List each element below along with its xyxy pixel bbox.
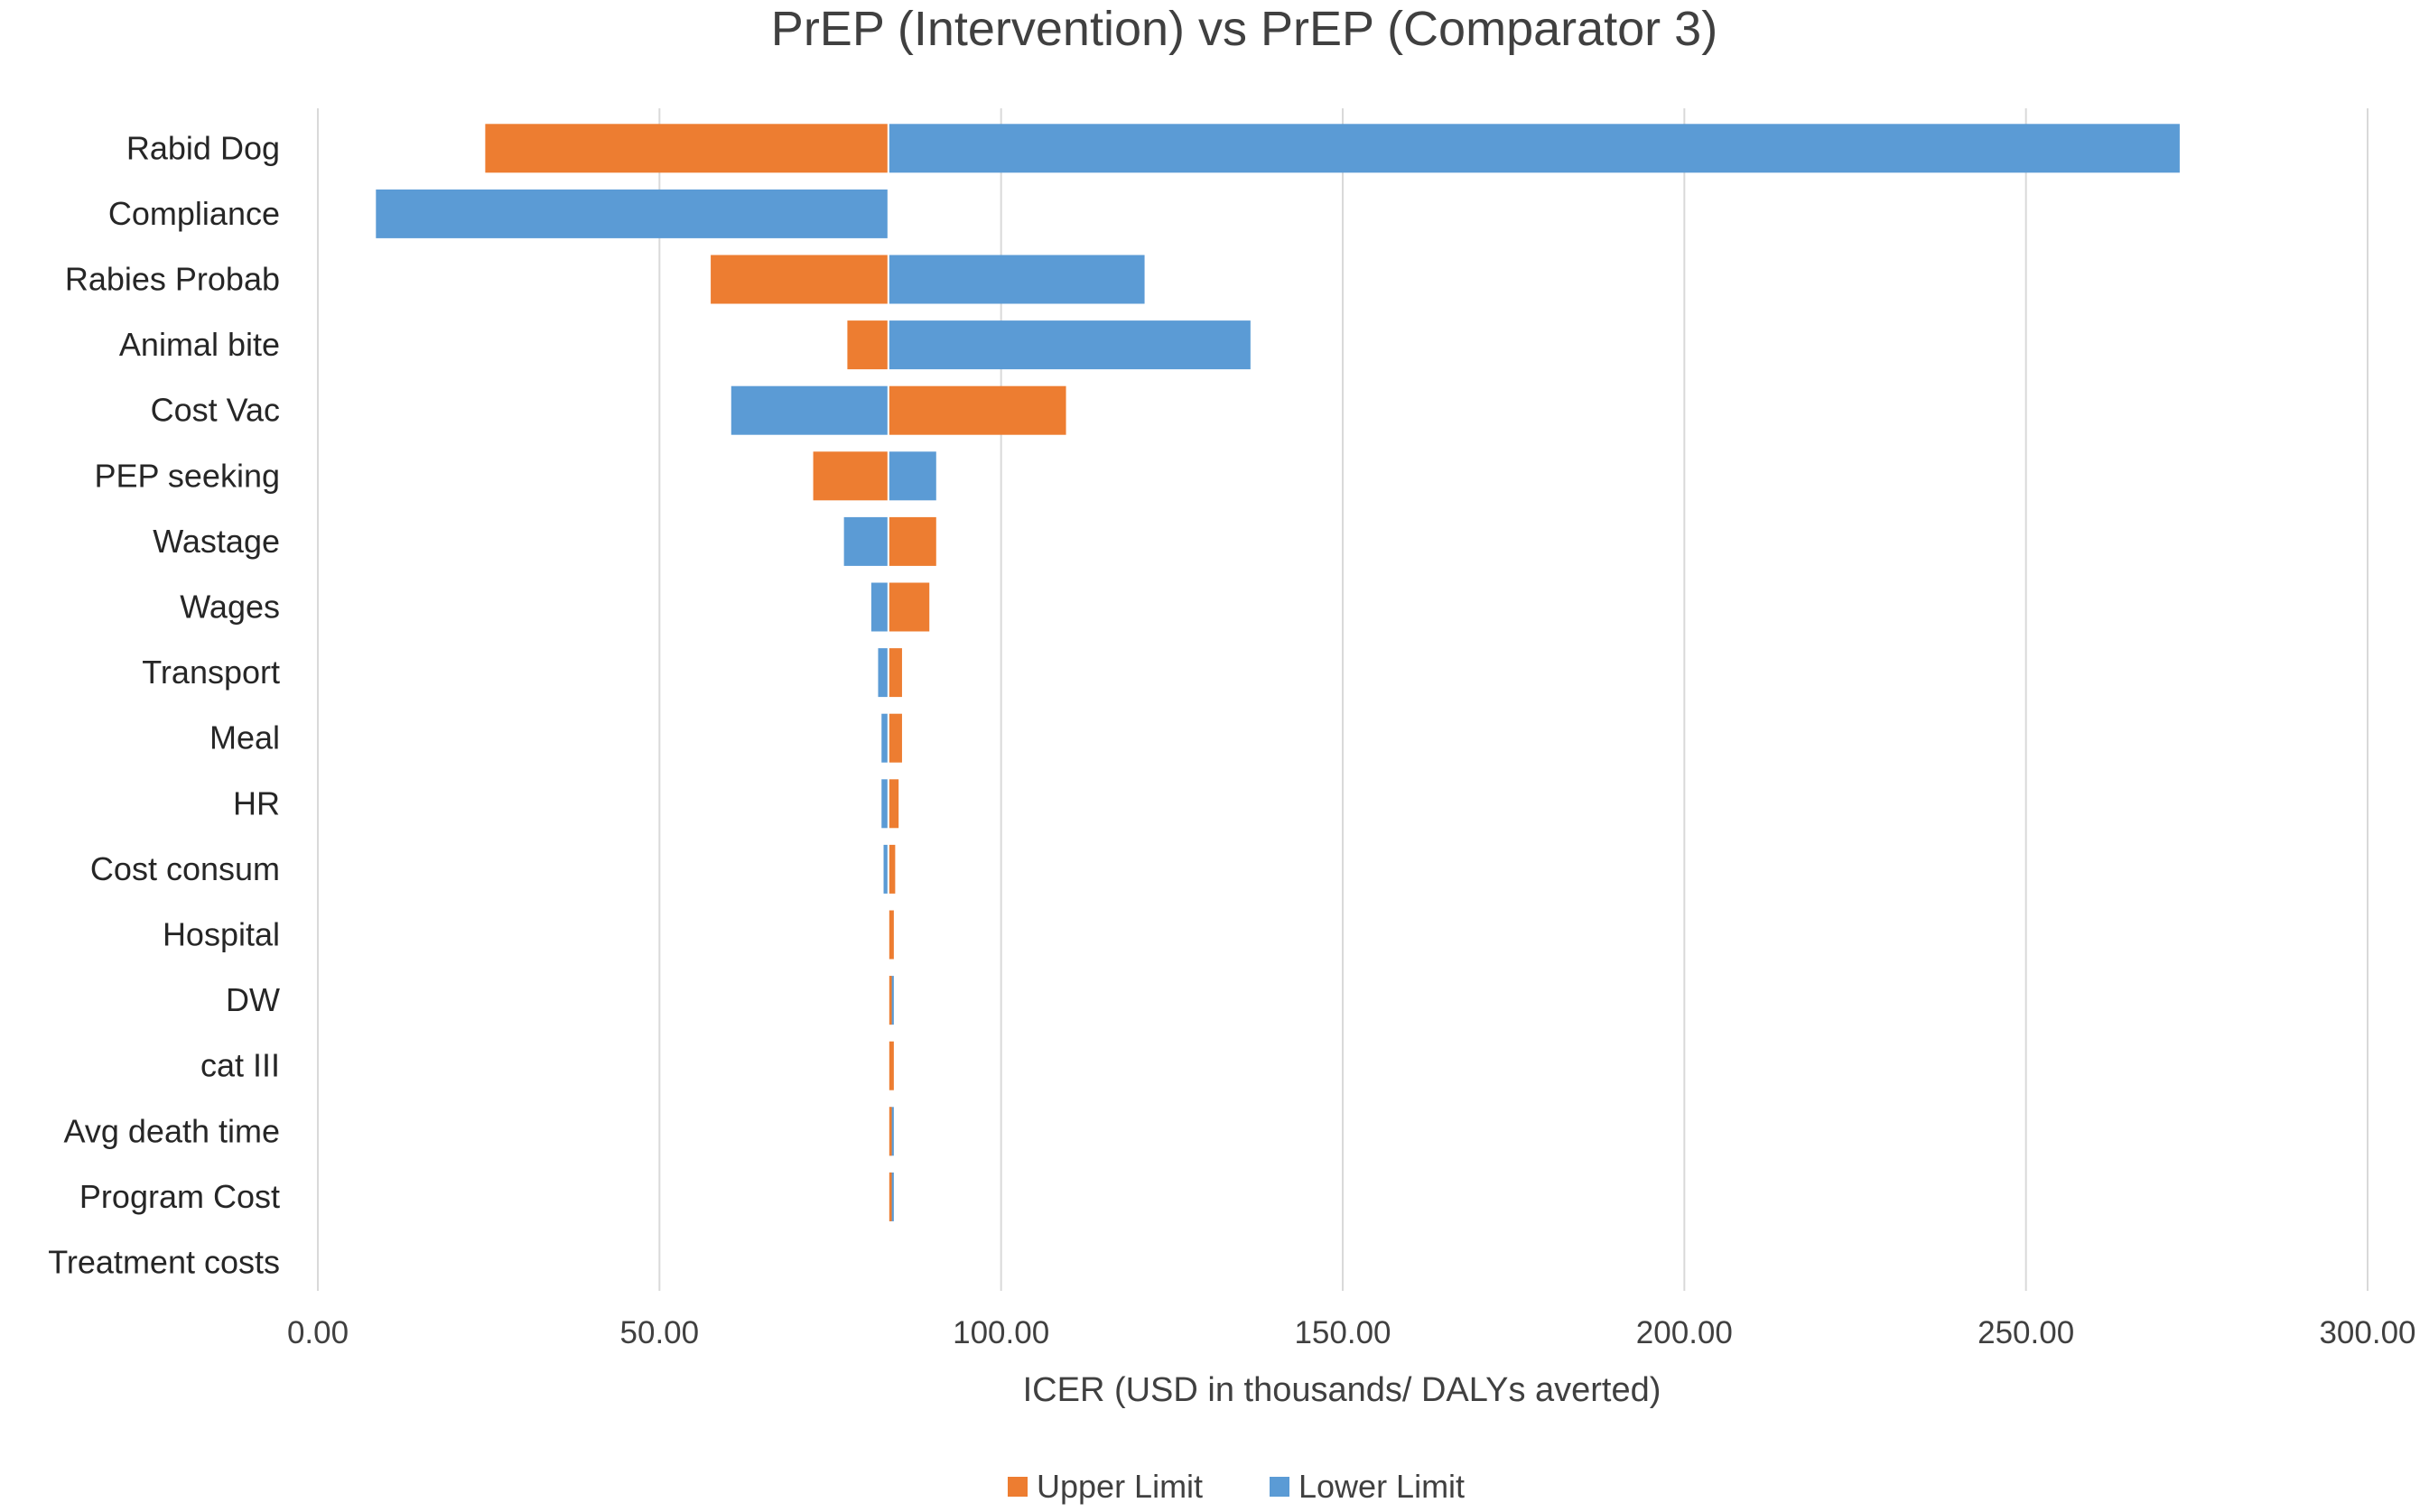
bar-upper-limit bbox=[813, 451, 889, 501]
bar-upper-limit bbox=[888, 385, 1066, 435]
bar-lower-limit bbox=[878, 648, 889, 698]
bar-upper-limit bbox=[888, 1172, 892, 1221]
category-label: Compliance bbox=[108, 195, 280, 232]
category-label: Wages bbox=[180, 589, 280, 626]
category-label: Cost Vac bbox=[151, 392, 280, 429]
category-labels: Rabid Dog Compliance Rabies Probab Animal b… bbox=[48, 129, 280, 1280]
category-label: PEP seeking bbox=[95, 457, 280, 494]
bars bbox=[376, 112, 2180, 1264]
bar-upper-limit bbox=[888, 779, 899, 829]
bar-upper-limit bbox=[888, 648, 902, 698]
bar-upper-limit bbox=[888, 1041, 894, 1090]
category-label: Wastage bbox=[153, 523, 280, 560]
bar-lower-limit bbox=[888, 451, 936, 501]
bar-upper-limit bbox=[888, 976, 892, 1025]
category-label: Meal bbox=[209, 719, 280, 756]
category-label: Cost consum bbox=[90, 850, 280, 887]
bar-lower-limit bbox=[888, 124, 2180, 173]
category-label: Hospital bbox=[163, 916, 280, 953]
gridlines bbox=[317, 108, 2369, 1291]
bar-lower-limit bbox=[881, 779, 889, 829]
bar-upper-limit bbox=[485, 124, 889, 173]
x-tick-label: 50.00 bbox=[620, 1315, 700, 1350]
bar-upper-limit bbox=[888, 516, 936, 566]
x-tick-label: 300.00 bbox=[2319, 1315, 2415, 1350]
category-label: Transport bbox=[142, 654, 280, 691]
category-label: DW bbox=[226, 981, 280, 1018]
category-label: Treatment costs bbox=[48, 1244, 280, 1281]
bar-upper-limit bbox=[888, 713, 902, 763]
x-tick-labels: 0.00 50.00 100.00 150.00 200.00 250.00 300.00 bbox=[287, 1315, 2416, 1350]
category-label: Animal bite bbox=[119, 326, 280, 363]
bar-upper-limit bbox=[888, 910, 894, 960]
bar-lower-limit bbox=[881, 713, 889, 763]
bar-upper-limit bbox=[888, 582, 930, 632]
category-label: Avg death time bbox=[64, 1112, 280, 1149]
legend: Upper Limit Lower Limit bbox=[1008, 1468, 1465, 1505]
legend-swatch bbox=[1008, 1477, 1028, 1497]
bar-upper-limit bbox=[847, 320, 889, 370]
x-tick-label: 250.00 bbox=[1978, 1315, 2074, 1350]
bar-lower-limit bbox=[870, 582, 889, 632]
x-tick-label: 150.00 bbox=[1294, 1315, 1391, 1350]
bar-lower-limit bbox=[731, 385, 889, 435]
bar-upper-limit bbox=[888, 1107, 892, 1156]
bar-lower-limit bbox=[376, 189, 889, 238]
bar-lower-limit bbox=[883, 844, 889, 894]
bar-lower-limit bbox=[888, 320, 1251, 370]
category-label: cat III bbox=[200, 1047, 280, 1084]
legend-label: Upper Limit bbox=[1037, 1468, 1203, 1505]
legend-label: Lower Limit bbox=[1298, 1468, 1465, 1505]
x-tick-label: 200.00 bbox=[1636, 1315, 1733, 1350]
category-label: Rabid Dog bbox=[126, 129, 280, 166]
category-label: Program Cost bbox=[79, 1178, 280, 1215]
bar-lower-limit bbox=[888, 255, 1145, 304]
legend-swatch bbox=[1270, 1477, 1289, 1497]
category-label: HR bbox=[233, 784, 280, 821]
x-tick-label: 100.00 bbox=[953, 1315, 1049, 1350]
bar-upper-limit bbox=[711, 255, 889, 304]
bar-lower-limit bbox=[843, 516, 889, 566]
chart-title: PrEP (Intervention) vs PrEP (Comparator … bbox=[771, 2, 1717, 56]
x-axis-title: ICER (USD in thousands/ DALYs averted) bbox=[1023, 1371, 1661, 1409]
category-label: Rabies Probab bbox=[65, 261, 280, 298]
bar-upper-limit bbox=[888, 844, 896, 894]
x-tick-label: 0.00 bbox=[287, 1315, 349, 1350]
